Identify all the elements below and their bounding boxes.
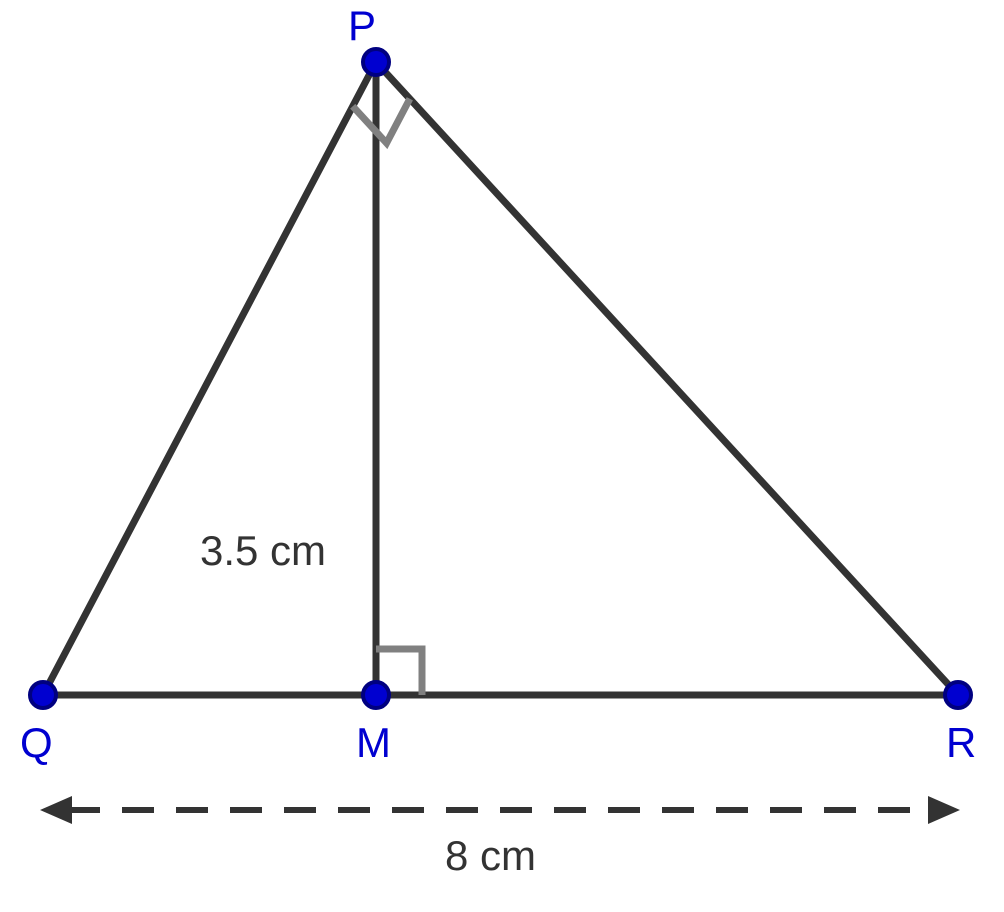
dimension-label: 8 cm <box>445 832 536 879</box>
vertex-Q <box>30 682 56 708</box>
altitude-label: 3.5 cm <box>200 527 326 574</box>
vertex-label-M: M <box>356 719 391 766</box>
background <box>0 0 1004 912</box>
vertex-label-Q: Q <box>20 719 53 766</box>
vertex-M <box>363 682 389 708</box>
vertex-label-R: R <box>946 719 976 766</box>
vertex-P <box>363 49 389 75</box>
triangle-diagram: P Q R M 3.5 cm 8 cm <box>0 0 1004 912</box>
vertex-label-P: P <box>348 2 376 49</box>
vertex-R <box>945 682 971 708</box>
